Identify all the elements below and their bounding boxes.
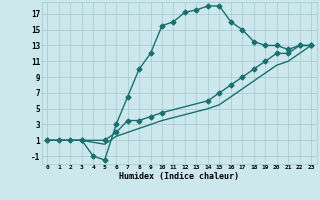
X-axis label: Humidex (Indice chaleur): Humidex (Indice chaleur) — [119, 172, 239, 181]
